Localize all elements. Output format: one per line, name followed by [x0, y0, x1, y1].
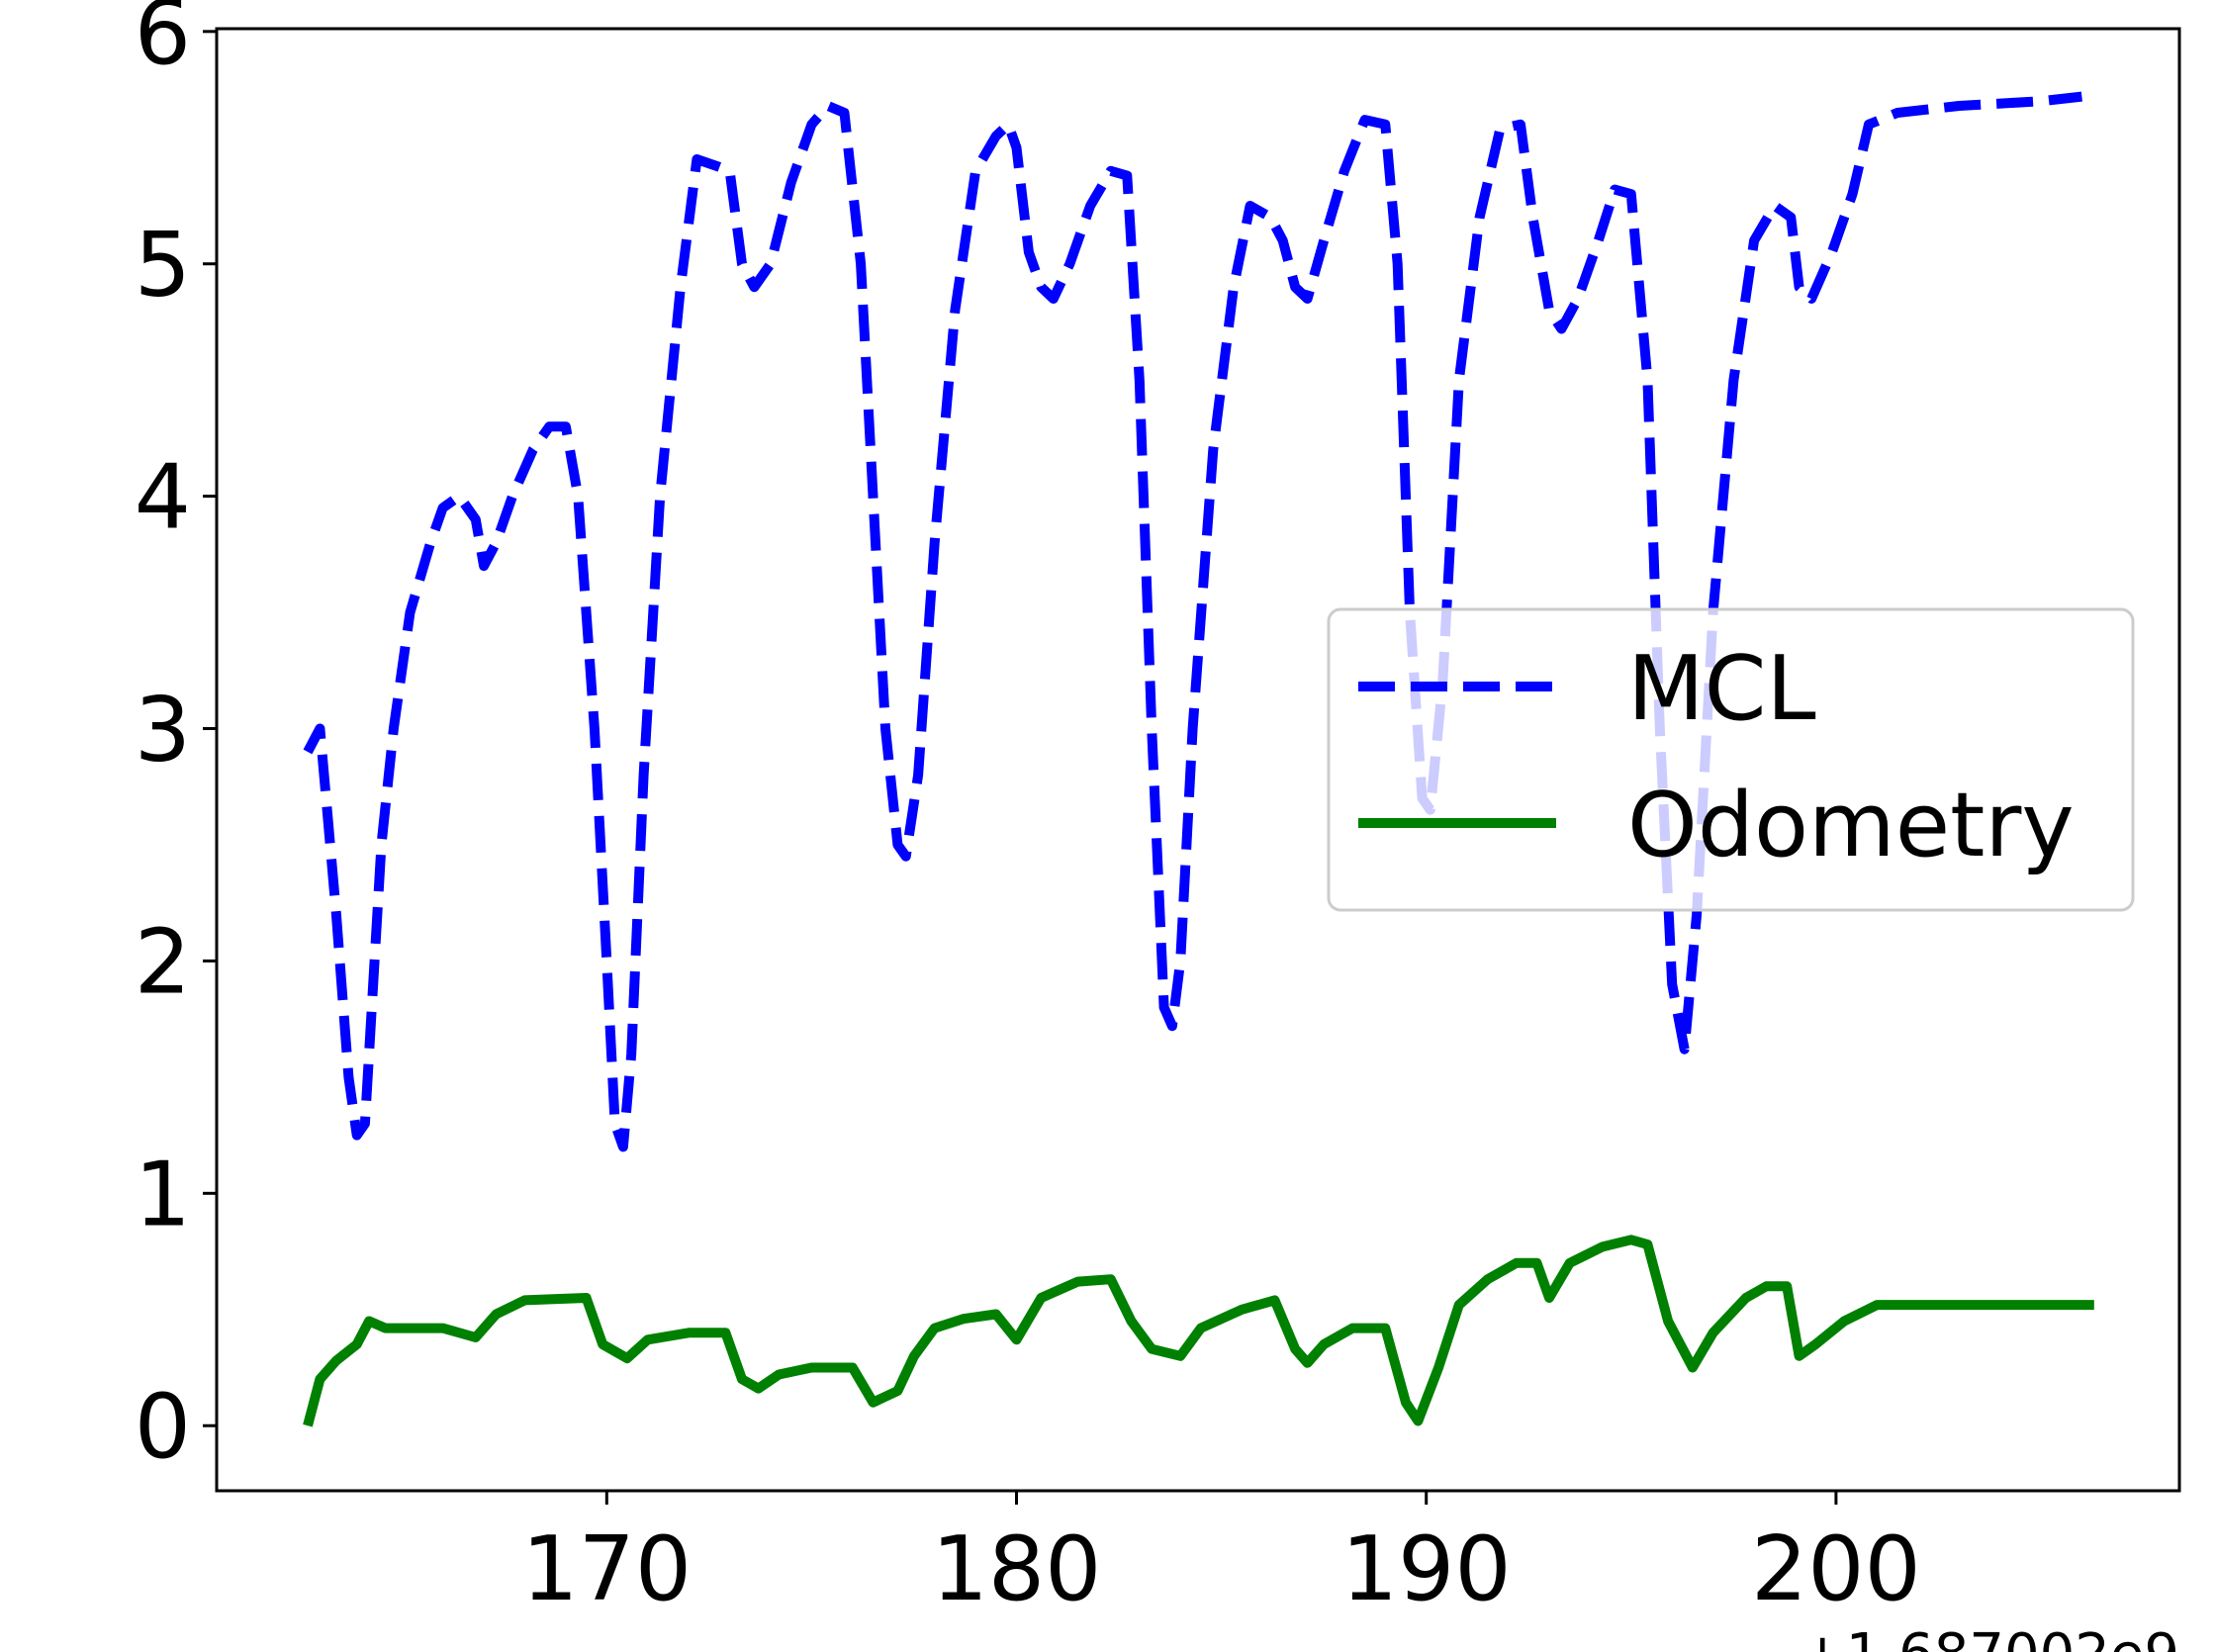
x-tick-label: 190 [1341, 1517, 1512, 1621]
y-tick-label: 3 [135, 679, 191, 782]
y-tick-label: 6 [135, 0, 191, 85]
y-tick-label: 1 [135, 1143, 191, 1246]
x-tick-label: 170 [521, 1517, 692, 1621]
legend: MCL Odometry [1327, 607, 2135, 912]
legend-label: MCL [1627, 637, 1816, 741]
y-tick-label: 0 [135, 1375, 191, 1479]
line-series [303, 1235, 2094, 1427]
axes-frame [215, 27, 2181, 1493]
x-tick-label: 180 [932, 1517, 1102, 1621]
x-tick-label: 200 [1751, 1517, 1921, 1621]
y-tick-label: 4 [135, 446, 191, 550]
legend-label: Odometry [1627, 774, 2075, 877]
y-tick-label: 2 [135, 910, 191, 1014]
y-tick-label: 5 [135, 214, 191, 318]
x-offset-label: +1.687002e9 [1800, 1622, 2179, 1652]
line-series [303, 91, 2082, 1152]
